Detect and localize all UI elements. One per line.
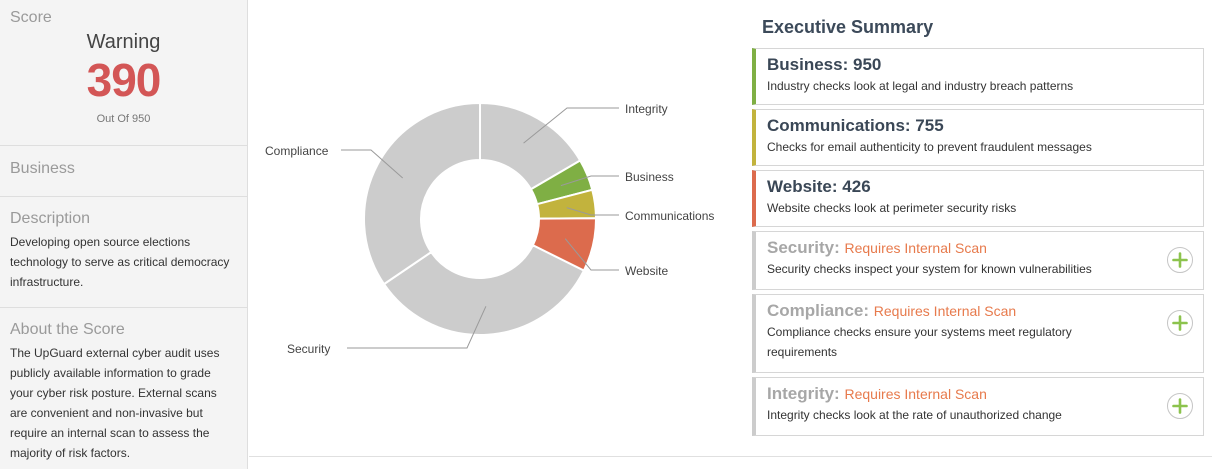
card-heading: Website: 426 [767,177,1203,197]
card-name: Security: [767,238,840,257]
card-description: Industry checks look at legal and indust… [767,79,1074,93]
about-score-section: About the Score The UpGuard external cyb… [0,308,247,463]
leader-line-website [564,238,619,271]
about-score-title: About the Score [10,321,125,338]
bottom-divider [249,456,1212,457]
card-score: 426 [842,177,871,196]
leader-line-security [347,306,487,349]
chart-label-website: Website [625,264,669,278]
leader-line-integrity [523,107,619,144]
chart-label-integrity: Integrity [625,102,668,116]
card-score: 755 [915,116,944,135]
sidebar: Score Warning 390 Out Of 950 Business De… [0,0,248,469]
card-name: Business: [767,55,849,74]
score-donut-chart: Integrity Business Communications Websit… [249,0,744,456]
plus-circle-icon[interactable] [1167,247,1193,273]
card-name: Compliance: [767,301,870,320]
card-heading: Business: 950 [767,55,1203,75]
donut-slice-security[interactable] [382,243,586,336]
chart-label-compliance: Compliance [265,144,329,158]
card-description: Compliance checks ensure your systems me… [767,325,1072,359]
plus-circle-icon[interactable] [1167,393,1193,419]
card-requirement: Requires Internal Scan [873,303,1017,319]
card-description: Checks for email authenticity to prevent… [767,140,1092,154]
summary-card-website[interactable]: Website: 426 Website checks look at peri… [752,170,1204,227]
description-section: Description Developing open source elect… [0,197,247,308]
chart-label-business: Business [625,170,674,184]
donut-svg [341,101,619,349]
card-score: 950 [852,55,882,74]
score-status: Warning [86,31,161,53]
card-name: Website: [767,177,838,196]
leader-line-communications [566,207,619,216]
description-text: Developing open source elections technol… [10,235,230,289]
leader-line-business [560,175,619,187]
business-section: Business [0,146,247,197]
summary-card-communications[interactable]: Communications: 755 Checks for email aut… [752,109,1204,166]
chart-label-communications: Communications [625,209,715,223]
card-description: Website checks look at perimeter securit… [767,201,1017,215]
executive-summary-title: Executive Summary [762,17,934,37]
business-title: Business [10,160,75,177]
score-value: 390 [86,54,162,106]
card-heading: Compliance: Requires Internal Scan [767,301,1203,321]
summary-card-business[interactable]: Business: 950 Industry checks look at le… [752,48,1204,105]
description-title: Description [10,210,91,227]
card-requirement: Requires Internal Scan [844,240,987,256]
summary-card-security[interactable]: Security: Requires Internal Scan Securit… [752,231,1204,290]
score-section: Score Warning 390 Out Of 950 [0,0,247,146]
card-heading: Security: Requires Internal Scan [767,238,1203,258]
card-description: Security checks inspect your system for … [767,262,1092,276]
card-heading: Communications: 755 [767,116,1203,136]
card-description: Integrity checks look at the rate of una… [767,408,1062,422]
donut-slice-compliance[interactable] [363,101,481,286]
summary-card-compliance[interactable]: Compliance: Requires Internal Scan Compl… [752,294,1204,373]
card-name: Integrity: [767,384,840,403]
score-title: Score [10,9,52,26]
card-heading: Integrity: Requires Internal Scan [767,384,1203,404]
chart-label-security: Security [287,342,331,356]
plus-circle-icon[interactable] [1167,310,1193,336]
leader-line-compliance [341,149,404,179]
card-name: Communications: [767,116,911,135]
about-score-text: The UpGuard external cyber audit uses pu… [10,346,220,460]
score-out-of: Out Of 950 [96,113,151,125]
card-requirement: Requires Internal Scan [844,386,987,402]
summary-card-integrity[interactable]: Integrity: Requires Internal Scan Integr… [752,377,1204,436]
